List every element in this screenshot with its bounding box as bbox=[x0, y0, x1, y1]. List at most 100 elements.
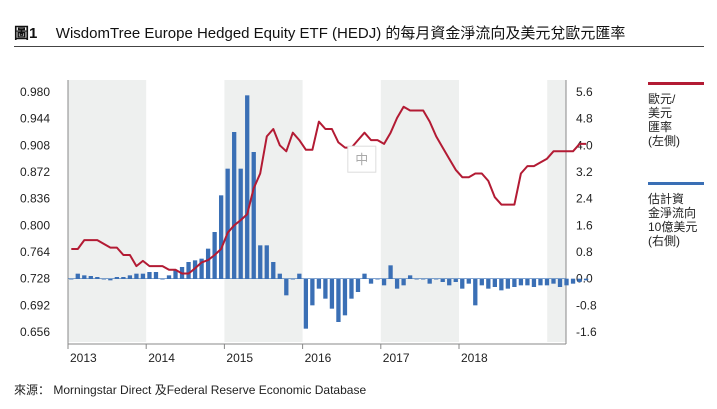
flow-bar bbox=[251, 152, 256, 279]
flow-bar bbox=[134, 273, 139, 279]
flow-bar bbox=[414, 278, 419, 280]
left-axis-tick-label: 0.692 bbox=[20, 298, 50, 312]
flow-bar bbox=[290, 278, 295, 280]
figure-title: WisdomTree Europe Hedged Equity ETF (HED… bbox=[55, 25, 626, 42]
flow-bar bbox=[557, 278, 563, 287]
flow-bar bbox=[277, 273, 282, 279]
legend-eur-usd-line-3: 匯率 bbox=[648, 120, 673, 134]
flow-bar bbox=[121, 277, 126, 279]
flow-bar bbox=[466, 278, 471, 284]
flow-bar bbox=[69, 278, 74, 280]
legend-swatch-eur-usd bbox=[648, 82, 704, 85]
legend-flows-line-3: 10億美元 bbox=[648, 220, 698, 234]
flow-bar bbox=[505, 278, 511, 289]
legend-entry-flows: 估計資 金淨流向 10億美元 (右側) bbox=[648, 192, 697, 248]
flow-bar bbox=[486, 278, 491, 289]
left-axis-tick-label: 0.980 bbox=[20, 85, 50, 99]
x-axis-tick-label: 2018 bbox=[461, 351, 488, 365]
flow-bar bbox=[381, 278, 387, 286]
legend-swatch-flows bbox=[648, 182, 704, 185]
flow-bar bbox=[140, 273, 146, 279]
flow-bar bbox=[544, 278, 550, 286]
flow-bar bbox=[160, 278, 165, 280]
year-shade-band bbox=[68, 80, 147, 342]
flow-bar bbox=[218, 195, 224, 279]
year-shade-band bbox=[224, 80, 303, 342]
flow-bar bbox=[238, 168, 243, 279]
flow-bar bbox=[570, 278, 576, 284]
flow-bar bbox=[453, 278, 458, 282]
left-axis-tick-label: 0.800 bbox=[20, 218, 50, 232]
legend-eur-usd-line-1: 歐元/ bbox=[648, 92, 676, 106]
flow-bar bbox=[297, 273, 302, 279]
left-axis-tick-label: 0.836 bbox=[20, 192, 50, 206]
left-axis-tick-label: 0.728 bbox=[20, 272, 50, 286]
x-axis-tick-label: 2014 bbox=[148, 351, 175, 365]
legend-entry-eur-usd: 歐元/ 美元 匯率 (左側) bbox=[648, 92, 680, 148]
legend-flows-line-1: 估計資 bbox=[648, 192, 685, 206]
flow-bar bbox=[82, 275, 87, 279]
flow-bar bbox=[173, 270, 178, 279]
flow-bar bbox=[75, 273, 80, 279]
figure-title-row: 圖1 WisdomTree Europe Hedged Equity ETF (… bbox=[14, 22, 625, 43]
year-shade-band bbox=[380, 80, 459, 342]
flow-bar bbox=[473, 278, 478, 306]
flow-bar bbox=[199, 258, 204, 279]
flow-bar bbox=[225, 168, 230, 279]
flow-bar bbox=[166, 275, 172, 279]
flow-bar bbox=[153, 272, 159, 279]
flow-bar bbox=[538, 278, 543, 286]
flow-bar bbox=[460, 278, 465, 289]
flow-bar bbox=[368, 278, 374, 284]
flow-bar bbox=[492, 278, 497, 287]
watermark-box bbox=[347, 145, 377, 173]
flow-bar bbox=[101, 278, 106, 280]
left-axis-tick-label: 0.908 bbox=[20, 138, 50, 152]
flow-bar bbox=[88, 276, 93, 279]
flow-bar bbox=[245, 95, 250, 279]
flow-bar bbox=[336, 278, 341, 322]
source-note: 來源： Morningstar Direct 及Federal Reserve … bbox=[14, 383, 367, 397]
eur-usd-line bbox=[71, 105, 587, 275]
left-axis-tick-label: 0.656 bbox=[20, 325, 50, 339]
flow-bar bbox=[375, 278, 380, 280]
right-axis-tick-label: 4.0 bbox=[576, 138, 593, 152]
figure-number: 圖1 bbox=[14, 25, 38, 42]
x-axis-tick-label: 2017 bbox=[383, 351, 410, 365]
flow-bar bbox=[479, 278, 484, 286]
flow-bar bbox=[518, 278, 524, 286]
x-axis-tick-label: 2015 bbox=[226, 351, 253, 365]
flow-bar bbox=[427, 278, 432, 284]
flow-bar bbox=[394, 278, 400, 289]
flow-bar bbox=[147, 272, 152, 279]
flow-bar bbox=[421, 278, 426, 280]
right-axis-tick-label: -0.8 bbox=[576, 298, 597, 312]
flow-bar bbox=[531, 278, 537, 287]
flow-bar bbox=[407, 275, 413, 279]
left-axis-tick-label: 0.872 bbox=[20, 165, 50, 179]
right-axis-tick-label: 4.8 bbox=[576, 112, 593, 126]
flow-bar bbox=[583, 278, 589, 281]
flow-bar bbox=[284, 278, 289, 296]
flow-bar bbox=[512, 278, 517, 287]
flow-bar bbox=[258, 245, 263, 279]
flow-bar bbox=[388, 265, 393, 279]
flow-bar bbox=[329, 278, 335, 309]
flow-bar bbox=[564, 278, 569, 286]
flow-bar bbox=[323, 278, 328, 299]
title-divider bbox=[14, 46, 704, 47]
flow-bar bbox=[186, 262, 191, 279]
flow-bar bbox=[349, 278, 354, 299]
right-axis-tick-label: -1.6 bbox=[576, 325, 597, 339]
legend-flows-line-2: 金淨流向 bbox=[648, 206, 697, 220]
flow-bar bbox=[310, 278, 315, 306]
right-axis-tick-label: 0.8 bbox=[576, 245, 593, 259]
flow-bar bbox=[127, 275, 133, 279]
flow-bar bbox=[440, 278, 445, 282]
left-axis-tick-label: 0.944 bbox=[20, 112, 50, 126]
flow-bar bbox=[401, 278, 406, 286]
flow-bar bbox=[355, 278, 361, 292]
legend-eur-usd-line-4: (左側) bbox=[648, 134, 680, 148]
flow-bar bbox=[362, 273, 367, 279]
